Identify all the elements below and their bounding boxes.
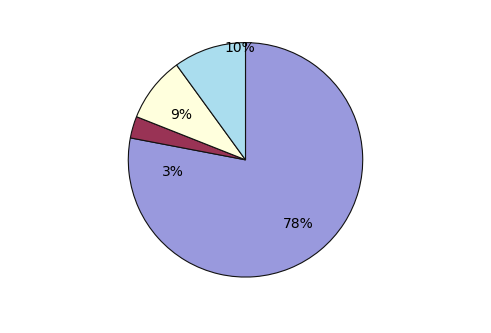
- Wedge shape: [177, 43, 246, 160]
- Wedge shape: [128, 43, 363, 277]
- Text: 3%: 3%: [162, 165, 184, 178]
- Text: 78%: 78%: [283, 217, 314, 231]
- Wedge shape: [130, 117, 246, 160]
- Text: 10%: 10%: [224, 42, 255, 56]
- Text: 9%: 9%: [170, 108, 192, 122]
- Wedge shape: [136, 65, 246, 160]
